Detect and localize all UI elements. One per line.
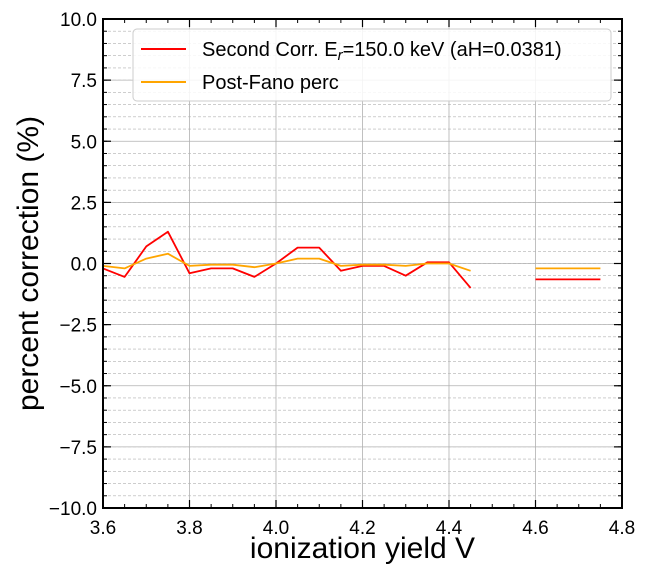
legend-label-prefix: Second Corr. E (202, 39, 338, 61)
legend: Second Corr. Er=150.0 keV (aH=0.0381) Po… (132, 28, 612, 102)
legend-label-subscript: r (338, 47, 344, 64)
ticks-layer (102, 18, 623, 509)
y-tick-label: 7.5 (71, 71, 97, 92)
legend-box (132, 28, 612, 102)
y-tick-label: 10.0 (60, 10, 97, 31)
x-tick-label: 4.8 (609, 518, 635, 539)
series-line-post-fano (102, 252, 471, 272)
y-tick-label: 2.5 (71, 193, 97, 214)
x-tick-label: 4.0 (263, 518, 289, 539)
y-tick-label: −5.0 (59, 377, 97, 398)
x-tick-label: 4.4 (436, 518, 463, 539)
x-tick-label: 3.6 (90, 518, 116, 539)
x-tick-label: 4.6 (522, 518, 548, 539)
y-axis-title: percent correction (%) (12, 116, 45, 411)
y-tick-label: −7.5 (59, 438, 97, 459)
series-line-second-corr (102, 230, 472, 289)
y-tick-label: −2.5 (59, 316, 97, 337)
legend-label-post-fano: Post-Fano perc (202, 72, 339, 94)
y-tick-label: −10.0 (49, 499, 97, 520)
y-tick-label: 5.0 (71, 132, 97, 153)
legend-label-suffix: =150.0 keV (aH=0.0381) (343, 39, 562, 61)
x-axis-title: ionization yield V (250, 532, 475, 565)
y-tick-label: 0.0 (71, 255, 97, 276)
legend-label-second-corr: Second Corr. Er=150.0 keV (aH=0.0381) (202, 39, 562, 64)
series-layer (102, 230, 601, 289)
tick-labels-layer: 3.6 3.8 4.0 4.2 4.4 4.6 4.8 −10.0 −7.5 −5.0 −2.5 0.… (49, 10, 635, 539)
x-tick-label: 4.2 (349, 518, 375, 539)
x-tick-label: 3.8 (176, 518, 202, 539)
